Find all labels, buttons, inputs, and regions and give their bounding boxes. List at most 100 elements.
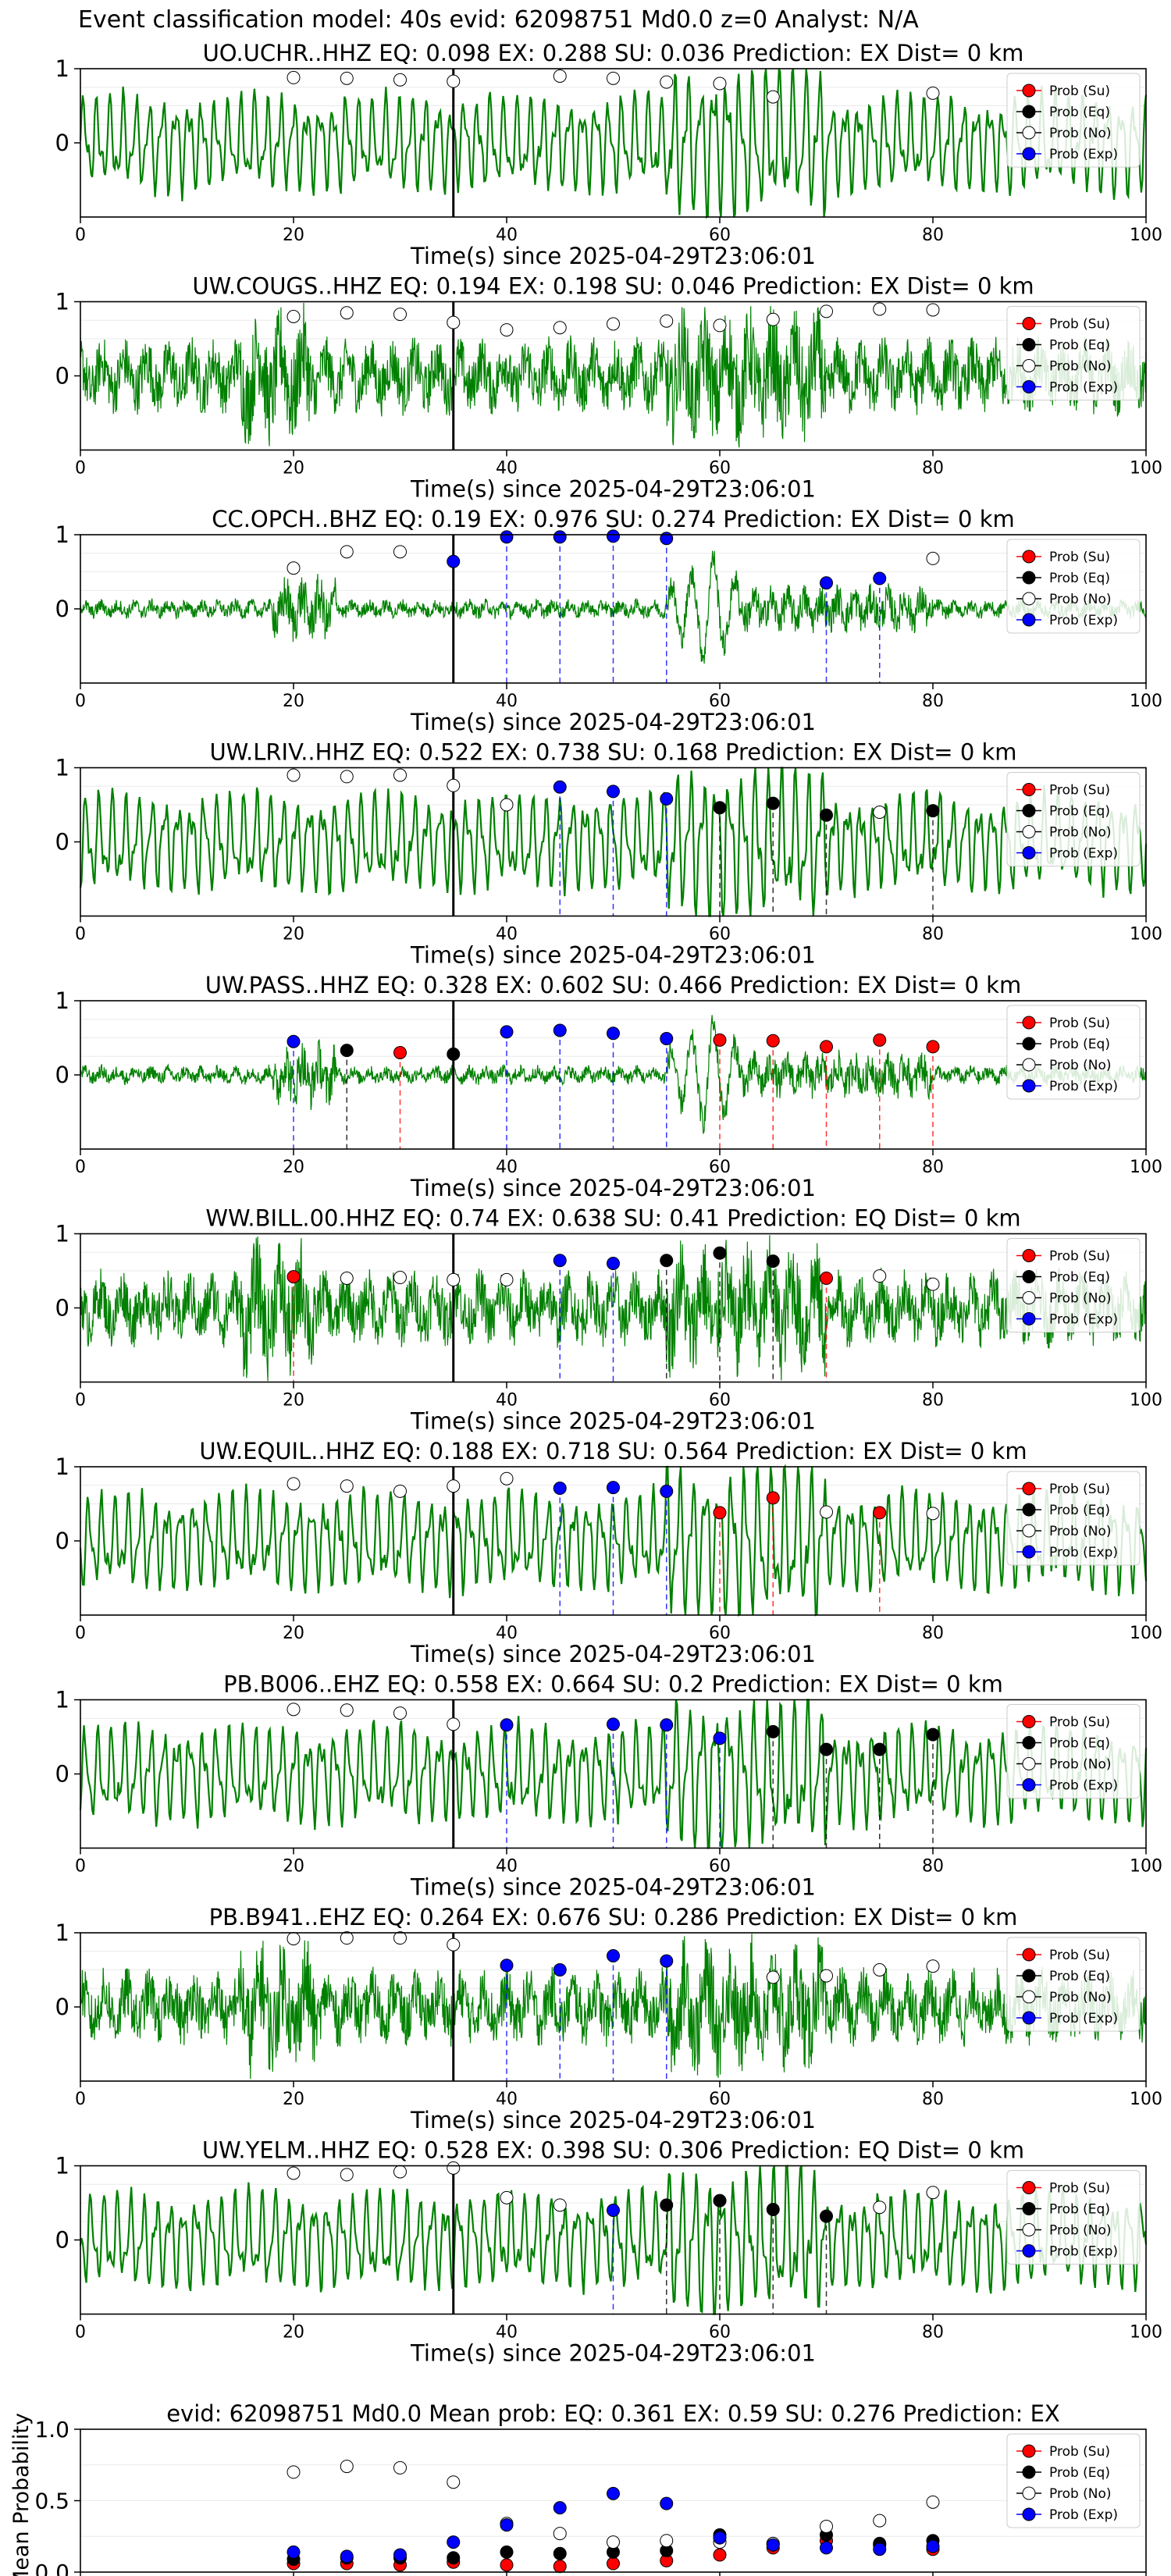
x-tick-label: 0 <box>75 692 86 711</box>
mean-prob-marker <box>553 2546 567 2560</box>
waveform-trace <box>79 68 1148 219</box>
mean-prob-marker <box>447 2551 461 2565</box>
waveform-trace <box>79 1464 1148 1617</box>
prob-marker-exp <box>553 1482 567 1496</box>
prob-marker-no <box>926 1507 940 1521</box>
legend-marker <box>1022 2011 1036 2025</box>
y-tick-label: 1 <box>55 521 69 548</box>
prob-marker-su <box>820 1272 833 1285</box>
prob-marker-su <box>766 1034 780 1048</box>
prob-marker-no <box>873 806 887 819</box>
x-tick-label: 100 <box>1130 925 1162 945</box>
x-axis-label: Time(s) since 2025-04-29T23:06:01 <box>410 1641 816 1667</box>
prob-marker-no <box>553 69 567 83</box>
prob-marker-eq <box>713 1246 727 1260</box>
legend-marker <box>1022 613 1036 627</box>
y-tick-label: 0 <box>55 1062 69 1088</box>
x-tick-label: 40 <box>496 1158 518 1177</box>
prob-marker-su <box>287 1270 301 1284</box>
prob-marker-no <box>287 70 301 84</box>
legend-label: Prob (Eq) <box>1049 1270 1110 1286</box>
prob-marker-no <box>447 778 461 792</box>
x-tick-label: 60 <box>709 925 731 945</box>
mean-prob-marker <box>820 2541 833 2555</box>
prob-marker-no <box>926 1959 940 1973</box>
x-tick-label: 0 <box>75 2090 86 2109</box>
legend-marker <box>1022 825 1036 838</box>
mean-prob-marker <box>766 2538 780 2552</box>
legend-label: Prob (Su) <box>1049 550 1110 565</box>
legend-box <box>1006 539 1141 634</box>
x-tick-label: 100 <box>1130 226 1162 245</box>
legend-marker <box>1022 1249 1036 1262</box>
legend-marker <box>1022 1016 1036 1030</box>
legend-box <box>1006 306 1141 400</box>
x-tick-label: 40 <box>496 2090 518 2109</box>
legend-marker <box>1022 1778 1036 1791</box>
prob-marker-su <box>393 1046 407 1059</box>
prob-marker-no <box>340 1272 354 1285</box>
mean-prob-marker <box>713 2548 727 2562</box>
station-panel: UO.UCHR..HHZ EQ: 0.098 EX: 0.288 SU: 0.0… <box>55 40 1162 269</box>
legend-label: Prob (Exp) <box>1049 380 1118 396</box>
prob-marker-no <box>926 2186 940 2200</box>
legend-box <box>1006 1937 1141 2032</box>
prob-marker-no <box>287 310 301 323</box>
prob-marker-exp <box>873 571 887 585</box>
x-tick-label: 40 <box>496 1391 518 1411</box>
prob-marker-no <box>340 770 354 784</box>
prob-marker-no <box>340 2168 354 2182</box>
legend-marker <box>1022 2181 1036 2194</box>
x-tick-label: 0 <box>75 226 86 245</box>
legend-label: Prob (Exp) <box>1049 2244 1118 2260</box>
x-tick-label: 20 <box>283 1624 304 1643</box>
y-tick-label: 1 <box>55 1221 69 1247</box>
x-axis-label: Time(s) since 2025-04-29T23:06:01 <box>410 942 816 969</box>
legend-marker <box>1022 2202 1036 2215</box>
waveform-trace <box>79 1699 1148 1849</box>
x-tick-label: 60 <box>709 692 731 711</box>
mean-prob-marker <box>713 2531 727 2545</box>
legend-label: Prob (Su) <box>1049 1482 1110 1497</box>
mean-prob-marker <box>820 2519 833 2533</box>
prob-marker-no <box>766 90 780 104</box>
legend-marker <box>1022 1079 1036 1093</box>
legend-label: Prob (Su) <box>1049 1016 1110 1031</box>
legend-marker <box>1022 2444 1036 2458</box>
x-tick-label: 80 <box>922 1391 944 1411</box>
prob-marker-no <box>553 2198 567 2212</box>
legend-marker <box>1022 1990 1036 2004</box>
legend-box <box>1006 1471 1141 1566</box>
legend-marker <box>1022 2465 1036 2479</box>
x-tick-label: 20 <box>283 2090 304 2109</box>
prob-marker-exp <box>660 532 674 546</box>
x-axis-label: Time(s) since 2025-04-29T23:06:01 <box>410 1874 816 1901</box>
prob-marker-no <box>873 302 887 316</box>
prob-marker-eq <box>926 804 940 818</box>
prob-marker-no <box>713 318 727 333</box>
legend-label: Prob (Eq) <box>1049 571 1110 586</box>
station-panel: WW.BILL.00.HHZ EQ: 0.74 EX: 0.638 SU: 0.… <box>55 1205 1162 1435</box>
legend-marker <box>1022 2244 1036 2258</box>
prob-marker-no <box>393 1271 407 1285</box>
legend-marker <box>1022 317 1036 330</box>
waveform-trace <box>79 2165 1148 2315</box>
mean-prob-marker <box>287 2545 301 2559</box>
mean-prob-marker <box>393 2460 407 2475</box>
x-tick-label: 0 <box>75 1624 86 1643</box>
legend-label: Prob (Su) <box>1049 1715 1110 1731</box>
x-tick-label: 80 <box>922 692 944 711</box>
x-axis-label: Time(s) since 2025-04-29T23:06:01 <box>410 709 816 735</box>
legend-marker <box>1022 1503 1036 1517</box>
prob-marker-no <box>287 1932 301 1946</box>
legend-box <box>1006 1238 1141 1332</box>
mean-prob-marker <box>340 2549 354 2564</box>
prob-marker-no <box>500 2190 514 2204</box>
x-tick-label: 60 <box>709 1624 731 1643</box>
legend-marker <box>1022 1715 1036 1728</box>
legend-label: Prob (No) <box>1049 825 1112 841</box>
x-tick-label: 100 <box>1130 1391 1162 1411</box>
prob-marker-eq <box>873 1742 887 1756</box>
x-tick-label: 60 <box>709 1857 731 1877</box>
prob-marker-no <box>287 768 301 782</box>
